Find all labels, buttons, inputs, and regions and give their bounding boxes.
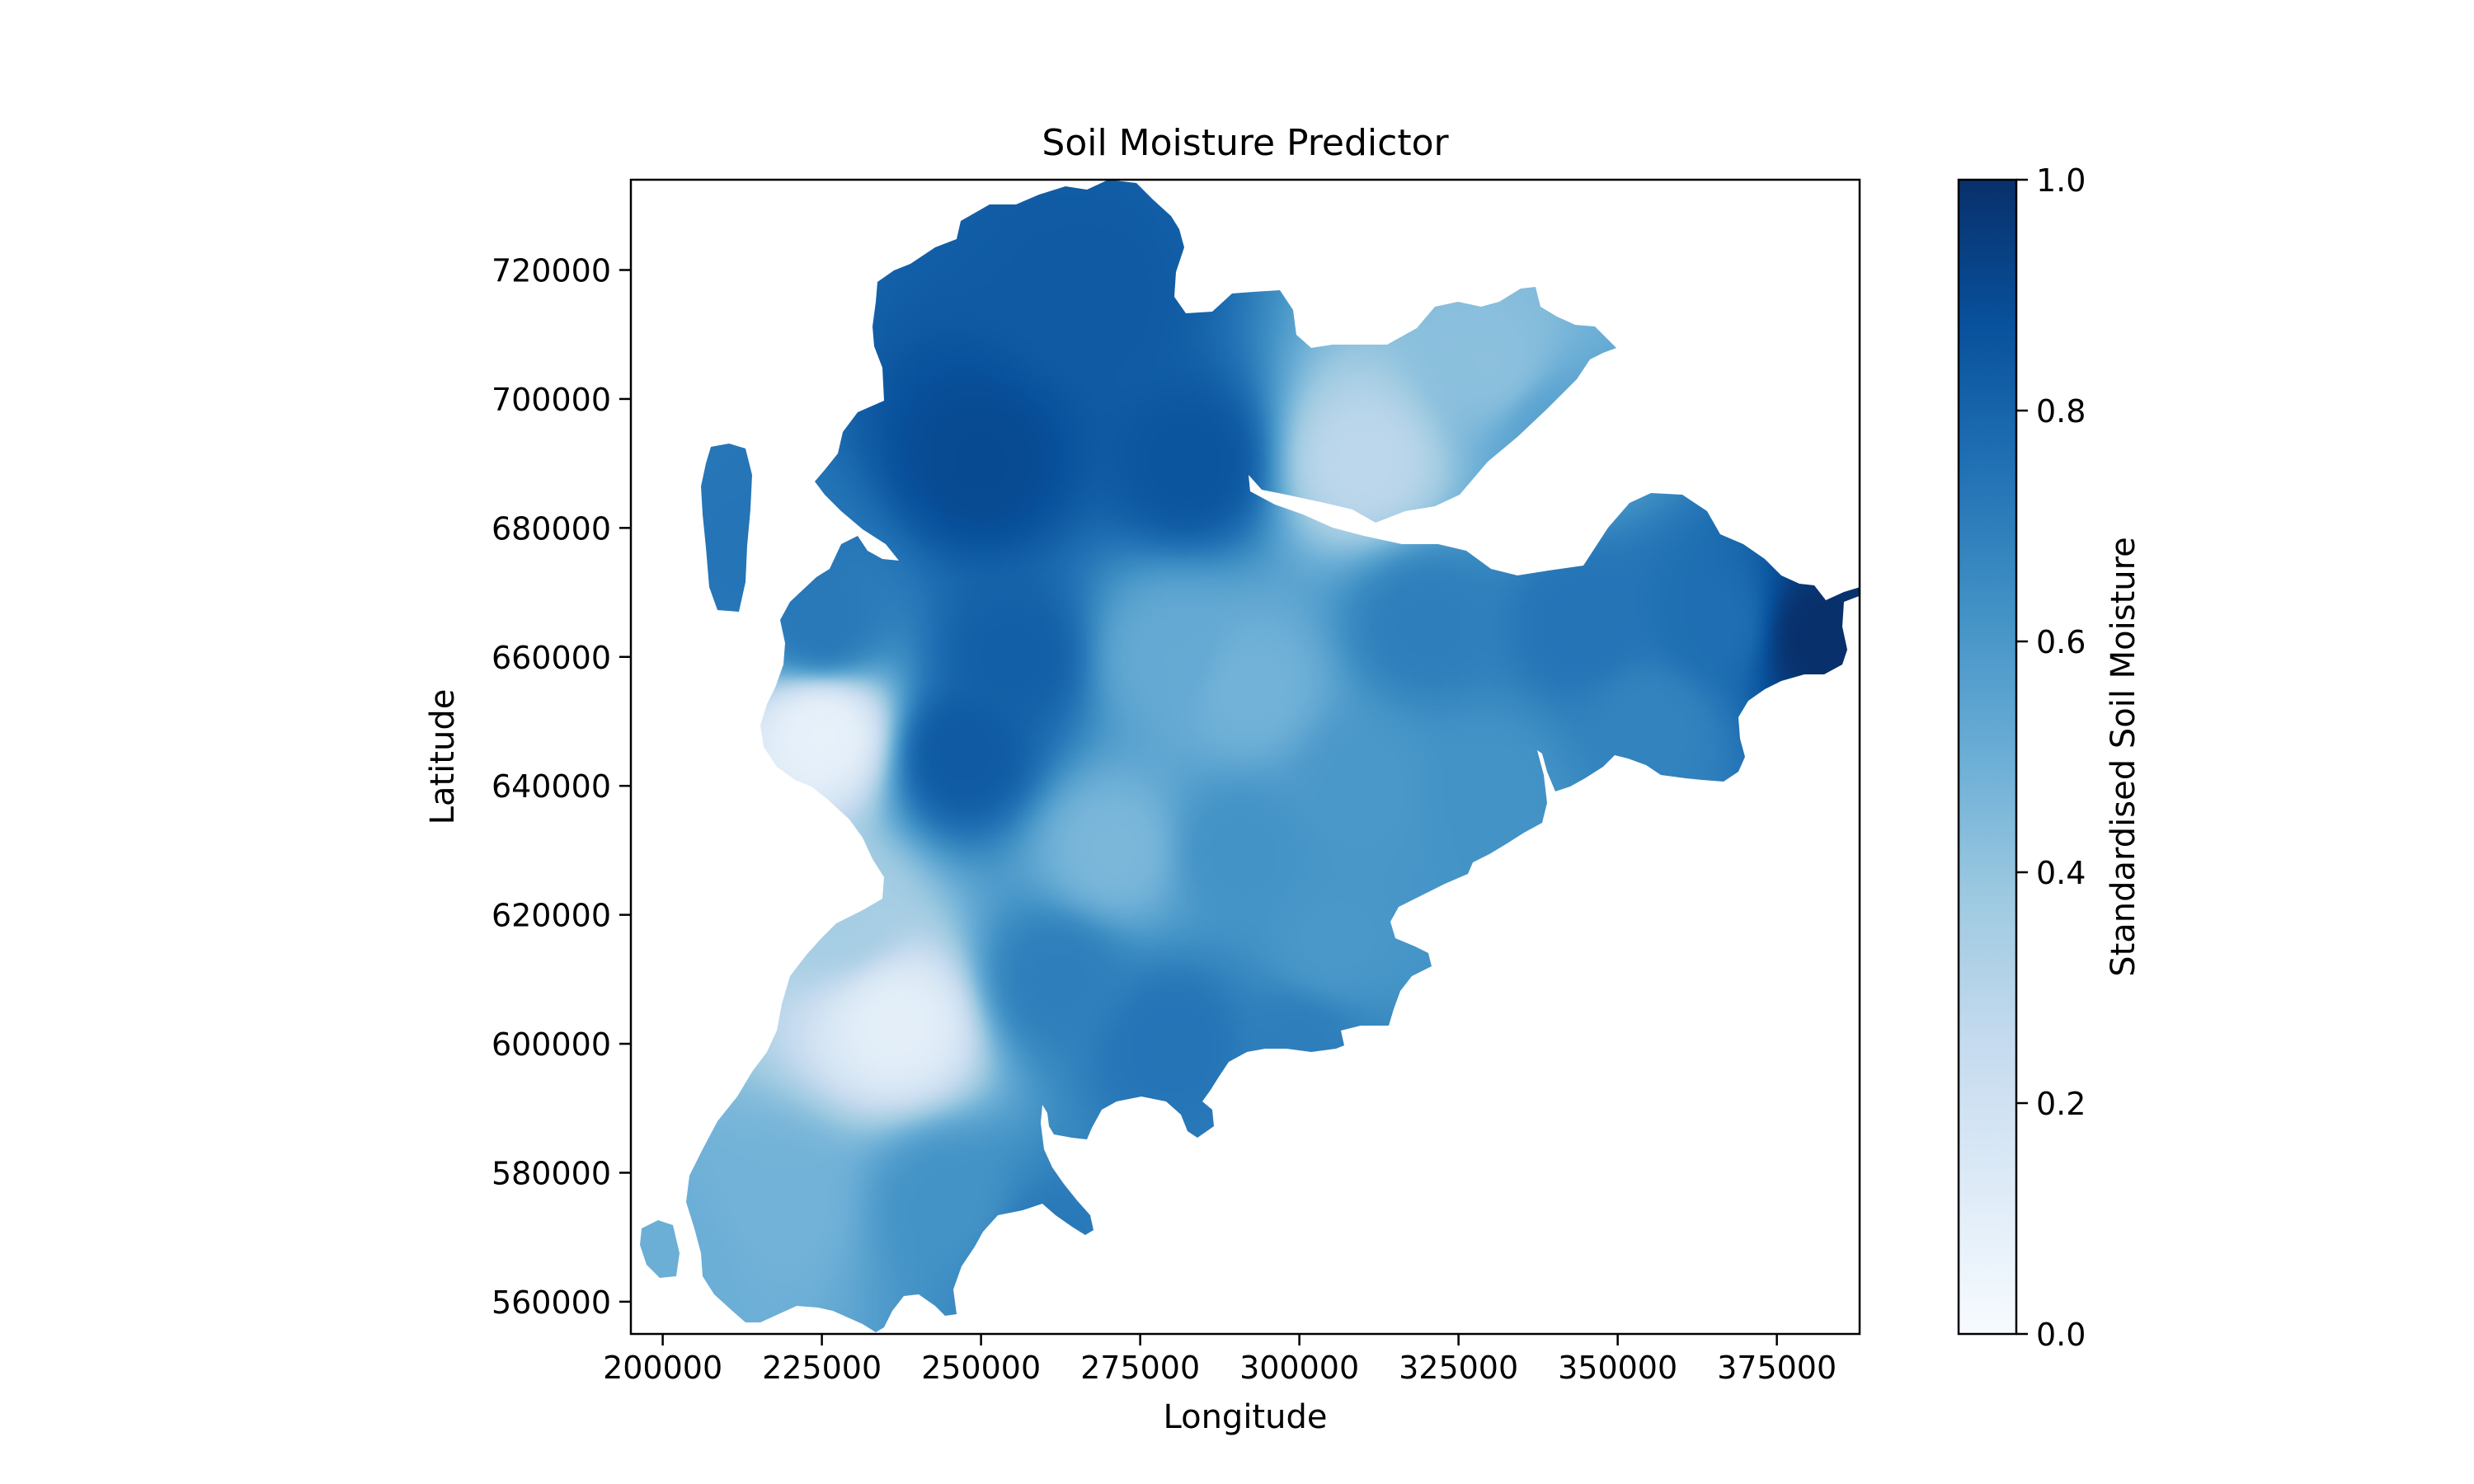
x-tick-label-7: 375000 bbox=[1717, 1350, 1837, 1386]
y-tick-label-5: 660000 bbox=[492, 640, 611, 676]
colorbar-tick-label-2: 0.4 bbox=[2036, 855, 2086, 891]
x-axis: 200000 225000 250000 275000 300000 325000 3500… bbox=[603, 1334, 1837, 1386]
x-tick-label-6: 350000 bbox=[1558, 1350, 1677, 1386]
colorbar-tick-label-5: 1.0 bbox=[2036, 162, 2086, 199]
colorbar-axis: 0.0 0.2 0.4 0.6 0.8 1.0 bbox=[2016, 162, 2086, 1353]
colorbar-tick-label-3: 0.6 bbox=[2036, 624, 2086, 660]
colorbar-tick-label-1: 0.2 bbox=[2036, 1086, 2086, 1122]
y-tick-label-1: 580000 bbox=[492, 1155, 611, 1191]
chart-title: Soil Moisture Predictor bbox=[1042, 122, 1449, 164]
y-axis: 560000 580000 600000 620000 640000 660000 6800… bbox=[492, 252, 631, 1321]
x-tick-label-5: 325000 bbox=[1399, 1350, 1518, 1386]
plot-frame bbox=[629, 178, 1861, 1336]
y-tick-label-6: 680000 bbox=[492, 510, 611, 547]
colorbar-label: Standardised Soil Moisture bbox=[2105, 537, 2142, 977]
x-axis-label: Longitude bbox=[1164, 1398, 1328, 1436]
x-tick-label-3: 275000 bbox=[1080, 1350, 1200, 1386]
y-tick-label-8: 720000 bbox=[492, 252, 611, 289]
y-tick-label-2: 600000 bbox=[492, 1026, 611, 1063]
x-tick-label-2: 250000 bbox=[921, 1350, 1041, 1386]
x-tick-label-1: 225000 bbox=[762, 1350, 882, 1386]
colorbar-tick-label-0: 0.0 bbox=[2036, 1317, 2086, 1353]
y-tick-label-4: 640000 bbox=[492, 768, 611, 805]
y-tick-label-7: 700000 bbox=[492, 382, 611, 418]
colorbar bbox=[1957, 178, 2018, 1336]
y-tick-label-3: 620000 bbox=[492, 898, 611, 934]
y-axis-label: Latitude bbox=[424, 689, 462, 825]
y-tick-label-0: 560000 bbox=[492, 1284, 611, 1321]
soil-moisture-map bbox=[640, 180, 1860, 1332]
x-tick-label-0: 200000 bbox=[603, 1350, 722, 1386]
moisture-heat-surface bbox=[640, 180, 1860, 1332]
colorbar-tick-label-4: 0.8 bbox=[2036, 393, 2086, 430]
x-tick-label-4: 300000 bbox=[1239, 1350, 1359, 1386]
